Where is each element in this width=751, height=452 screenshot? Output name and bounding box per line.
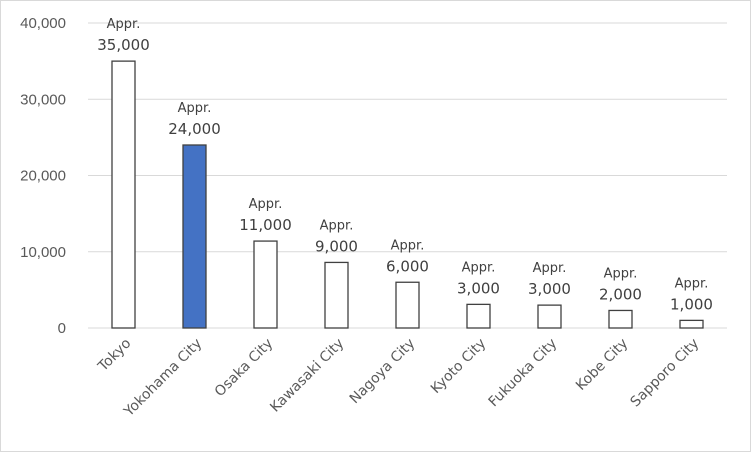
data-label-value: 35,000 [97,36,150,54]
bar [111,60,136,329]
bar [182,144,207,329]
data-label-prefix: Appr. [178,101,212,116]
x-tick-label: Kawasaki City [267,336,347,416]
data-label-prefix: Appr. [249,197,283,212]
data-label-value: 1,000 [670,295,713,313]
data-label-prefix: Appr. [533,261,567,276]
data-label-prefix: Appr. [107,17,141,32]
y-tick-label: 40,000 [20,15,66,32]
data-label-value: 11,000 [239,216,292,234]
bar [395,281,420,329]
data-label-value: 24,000 [168,120,221,138]
data-label-prefix: Appr. [462,260,496,275]
data-label-prefix: Appr. [675,276,709,291]
x-tick-label: Tokyo [95,336,135,376]
bar [537,304,562,329]
data-label-value: 2,000 [599,285,642,303]
x-tick-label: Yokohama City [120,336,205,421]
data-label-prefix: Appr. [604,266,638,281]
y-tick-label: 20,000 [20,168,66,185]
data-label-prefix: Appr. [391,238,425,253]
data-label-value: 9,000 [315,237,358,255]
bar [679,319,704,329]
bar [608,309,633,329]
data-label-value: 6,000 [386,257,429,275]
x-tick-label: Kyoto City [428,336,489,397]
bar [324,261,349,329]
bar [466,303,491,329]
bar [253,240,278,329]
x-tick-label: Fukuoka City [486,336,561,411]
data-label-value: 3,000 [528,280,571,298]
y-tick-label: 0 [58,320,66,337]
data-label-value: 3,000 [457,279,500,297]
y-tick-label: 10,000 [20,244,66,261]
x-tick-label: Sapporo City [628,336,703,411]
x-tick-label: Nagoya City [347,336,419,408]
x-tick-label: Kobe City [573,336,631,394]
x-tick-label: Osaka City [212,336,277,401]
y-tick-label: 30,000 [20,91,66,108]
data-label-prefix: Appr. [320,218,354,233]
